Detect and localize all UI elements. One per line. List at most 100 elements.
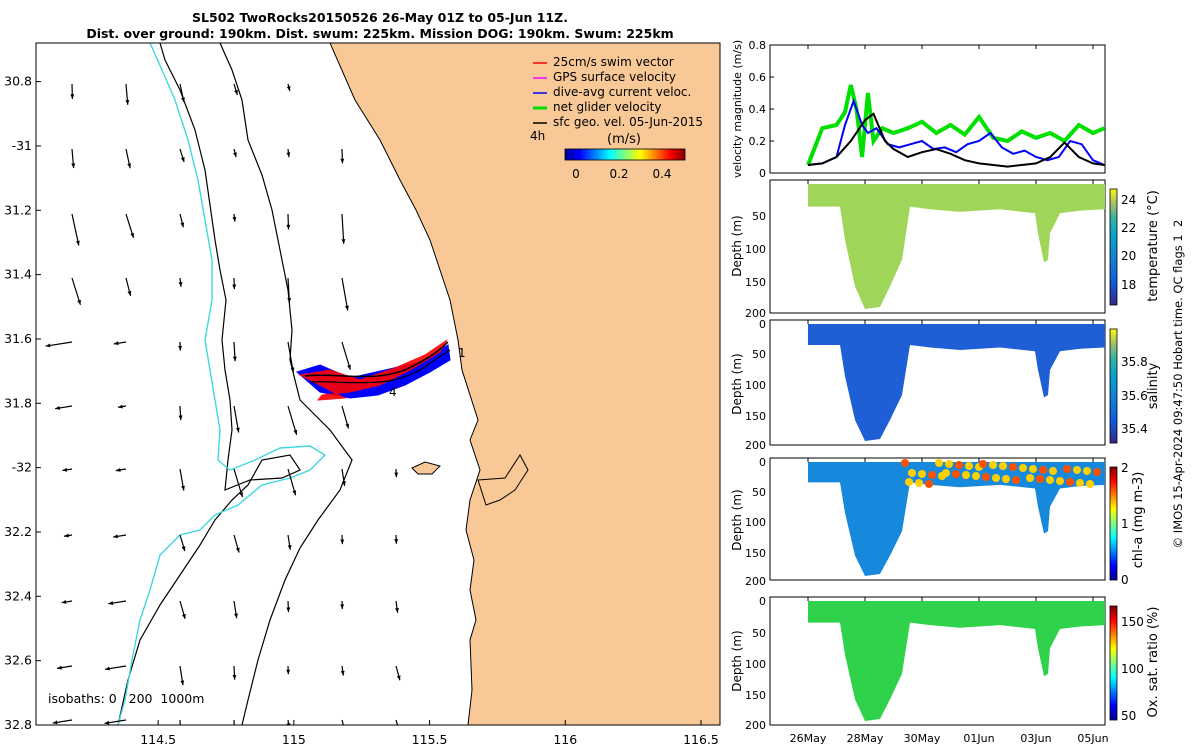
track-line <box>309 349 451 384</box>
temperature-ctick-20: 20 <box>1121 249 1136 263</box>
footer-credit: © IMOS 15-Apr-2024 09:47:50 Hobart time.… <box>1171 220 1185 549</box>
salinity-panel: Depth (m) salinity 0 50 100 150 200 35.8… <box>730 318 1161 452</box>
chl-spot <box>942 469 950 477</box>
chl-spot <box>982 473 990 481</box>
chl-ytick-50: 50 <box>752 486 766 499</box>
current-arrow-head <box>396 675 401 681</box>
chl-spot <box>1066 478 1074 486</box>
chl-ytick-200: 200 <box>745 575 766 588</box>
map-4h-label: 4h <box>530 129 545 143</box>
chl-ytick-150: 150 <box>745 547 766 560</box>
oxygen-ytick-50: 50 <box>752 627 766 640</box>
chl-spot <box>1083 467 1091 475</box>
map-xtick-label: 116 <box>553 732 577 747</box>
current-arrow-head <box>130 232 134 238</box>
salinity-clabel: salinity <box>1146 362 1161 409</box>
date-tick-label: 05Jun <box>1077 732 1108 745</box>
isobath-1000 <box>117 43 301 725</box>
current-arrow-head <box>57 665 62 670</box>
current-arrow-head <box>342 727 346 732</box>
chl-spot <box>908 469 916 477</box>
current-arrow-head <box>181 546 186 552</box>
salinity-section <box>808 324 1105 441</box>
chl-spot <box>989 461 997 469</box>
current-arrow-head <box>181 613 186 619</box>
oxygen-ytick-0: 0 <box>759 595 766 608</box>
chl-spot <box>962 471 970 479</box>
chl-spot <box>979 460 987 468</box>
temperature-section <box>808 184 1105 309</box>
temperature-ctick-22: 22 <box>1121 221 1136 235</box>
chl-spot <box>999 462 1007 470</box>
current-arrow-head <box>292 490 297 496</box>
chl-spot <box>1093 468 1101 476</box>
salinity-ytick-200: 200 <box>745 439 766 452</box>
waypoint-label-4: 4 <box>389 385 397 399</box>
current-arrow <box>287 405 298 435</box>
velocity-ytick-label: 0 <box>759 167 766 180</box>
salinity-ctick-354: 35.4 <box>1121 422 1148 436</box>
temperature-ytick-50: 50 <box>752 210 766 223</box>
current-arrow-head <box>52 720 58 725</box>
isobath-shallow <box>117 43 327 725</box>
map-ytick-label: 31.8 <box>4 395 32 410</box>
current-arrow-head <box>340 604 345 609</box>
date-tick-label: 26May <box>790 732 827 745</box>
current-arrow-head <box>75 240 80 246</box>
current-arrow-head <box>340 158 345 164</box>
legend-dav-label: dive-avg current veloc. <box>553 85 691 99</box>
chl-ctick-2: 2 <box>1121 461 1129 475</box>
current-arrow-head <box>290 367 295 373</box>
current-arrow-head <box>287 298 292 303</box>
chl-spot <box>1073 466 1081 474</box>
chl-colorbar <box>1109 466 1118 581</box>
map-lat-ticks: 30.8 -31 31.2 31.4 31.6 31.8 -32 32.2 32.4 32.6 32… <box>4 74 41 732</box>
current-arrow-head <box>108 601 114 605</box>
current-arrow-head <box>233 724 237 725</box>
map-ytick-label: 32.6 <box>4 653 32 668</box>
current-arrow-head <box>232 674 237 680</box>
current-arrow <box>341 719 344 725</box>
current-arrow <box>341 213 345 244</box>
current-arrow-head <box>125 100 130 105</box>
date-tick-label: 28May <box>847 732 884 745</box>
track-line <box>304 341 449 378</box>
salinity-ytick-50: 50 <box>752 348 766 361</box>
date-tick-label: 03Jun <box>1020 732 1051 745</box>
map-xtick-label: 114.5 <box>140 732 176 747</box>
section-panels: Depth (m) temperature (°C) 50 100 150 20… <box>730 45 1161 745</box>
map-ytick-label: 31.2 <box>4 202 32 217</box>
map-panel: 30.8 -31 31.2 31.4 31.6 31.8 -32 32.2 32.4 32.6 32… <box>4 42 721 747</box>
salinity-colorbar <box>1109 328 1118 444</box>
chl-ctick-0: 0 <box>1121 573 1129 587</box>
map-ytick-label: 30.8 <box>4 74 32 89</box>
current-arrow-head <box>341 239 346 244</box>
map-ytick-label: 31.6 <box>4 331 32 346</box>
current-arrow-head <box>104 720 110 725</box>
peninsula <box>477 454 529 506</box>
chl-spot <box>918 470 926 478</box>
chl-ctick-1: 1 <box>1121 517 1129 531</box>
isobath-200 <box>219 43 353 725</box>
chl-spot <box>1039 466 1047 474</box>
current-arrow <box>179 719 181 725</box>
current-arrow-head <box>233 152 237 158</box>
current-arrow-head <box>286 669 291 675</box>
map-xtick-label: 116.5 <box>683 732 719 747</box>
current-arrow-head <box>234 89 238 95</box>
chl-spot <box>905 478 913 486</box>
current-arrow-head <box>178 345 183 351</box>
current-arrow-head <box>394 472 399 478</box>
current-arrow-head <box>293 429 298 435</box>
chl-spot <box>901 459 909 467</box>
temperature-panel: Depth (m) temperature (°C) 50 100 150 20… <box>730 179 1161 320</box>
land-area <box>329 43 720 725</box>
salinity-ctick-356: 35.6 <box>1121 389 1148 403</box>
salinity-ylabel: Depth (m) <box>730 353 744 414</box>
chl-spot <box>1036 475 1044 483</box>
chl-spot <box>955 461 963 469</box>
map-xtick-label: 115 <box>282 732 306 747</box>
chl-spot <box>1026 474 1034 482</box>
current-arrow-head <box>232 356 237 362</box>
current-arrow-head <box>181 485 185 491</box>
